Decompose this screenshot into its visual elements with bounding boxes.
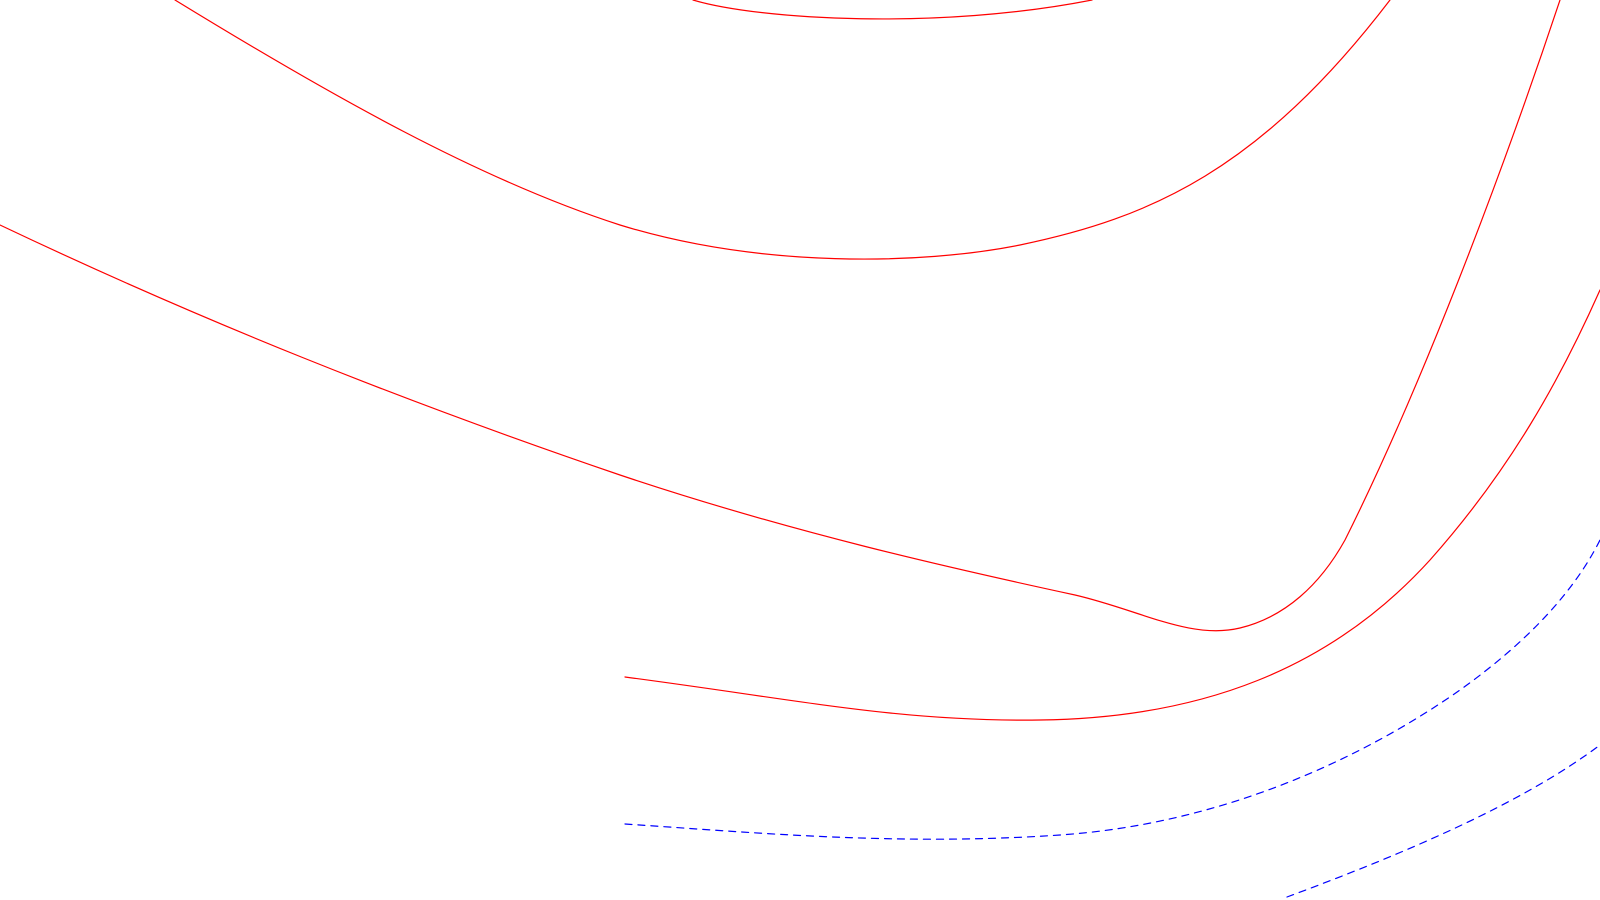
- blue-dashed-curve-right: [1286, 744, 1600, 898]
- red-arc-top: [692, 0, 1093, 20]
- red-curve-upper: [174, 0, 1391, 260]
- red-curve-middle: [0, 0, 1561, 632]
- red-curve-lower: [624, 289, 1600, 721]
- blue-dashed-curve-left: [624, 539, 1600, 840]
